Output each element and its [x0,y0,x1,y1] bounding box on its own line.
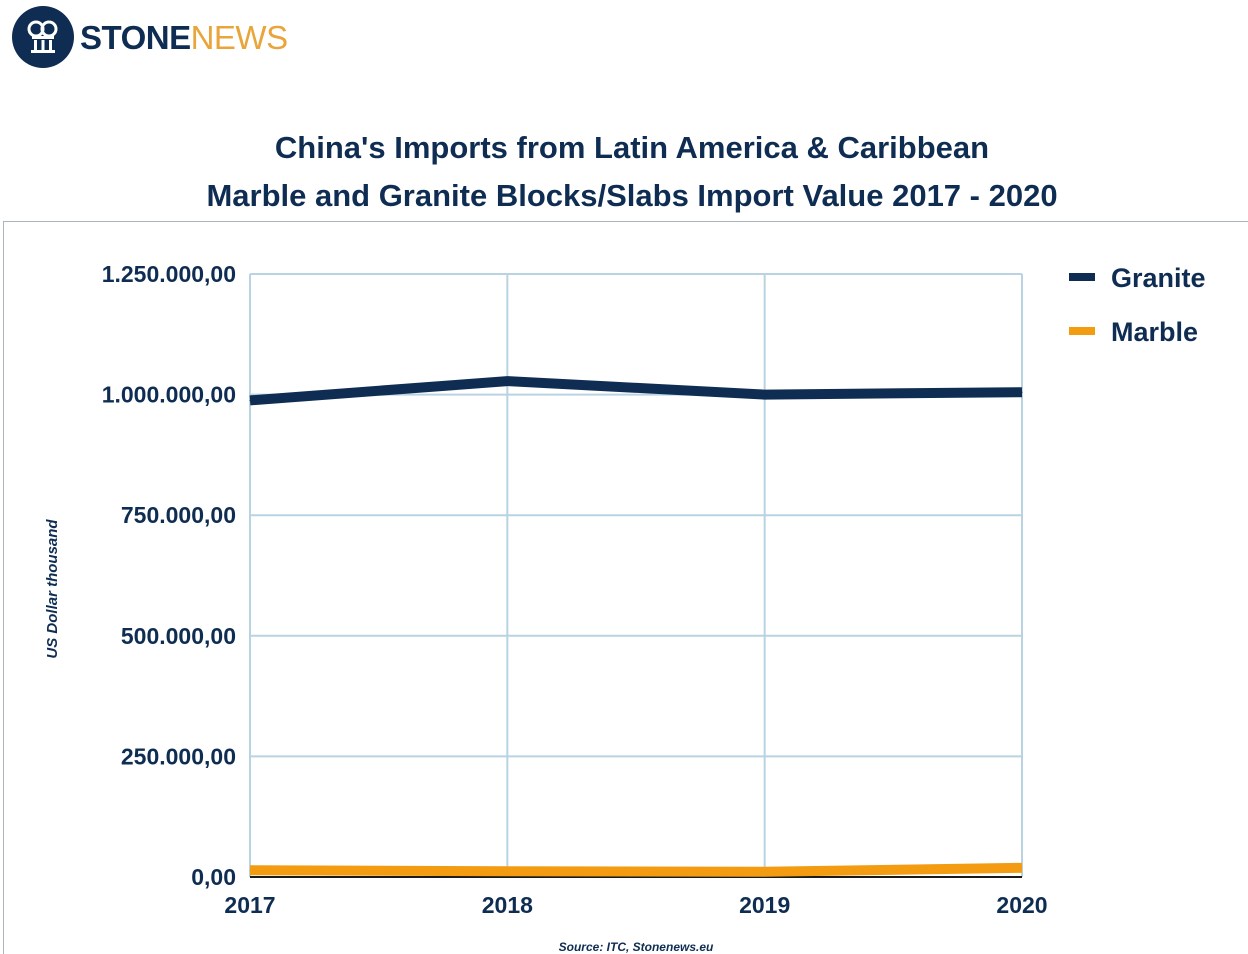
data-point-granite [249,399,251,401]
legend: Granite Marble [1069,263,1206,347]
series-line-granite [249,376,1023,406]
brand-wordmark: STONENEWS [80,21,288,54]
grid-lines [249,273,1023,878]
stonenews-logo: STONENEWS [12,6,288,68]
legend-swatch-marble [1069,327,1095,335]
x-tick-label: 2019 [739,892,790,918]
y-axis-ticks: 0,00 250.000,00 500.000,00 750.000,00 1.000.… [102,261,236,890]
column-logo-icon [12,6,74,68]
y-tick-label: 0,00 [191,864,236,890]
y-tick-label: 250.000,00 [121,743,236,769]
legend-label-granite: Granite [1111,263,1206,293]
brand-wordmark-part2: NEWS [190,18,289,56]
data-point-marble [1021,867,1023,869]
y-axis-label: US Dollar thousand [44,519,61,659]
y-tick-label: 750.000,00 [121,502,236,528]
data-point-granite [764,394,766,396]
chart-subtitle: Marble and Granite Blocks/Slabs Import V… [206,178,1058,213]
series-lines [249,376,1023,877]
x-axis-ticks: 2017 2018 2019 2020 [224,892,1047,918]
x-tick-label: 2018 [482,892,533,918]
legend-swatch-granite [1069,273,1095,281]
brand-wordmark-part1: STONE [80,18,191,56]
data-point-marble [764,871,766,873]
data-point-granite [506,380,508,382]
y-tick-label: 500.000,00 [121,623,236,649]
y-tick-label: 1.000.000,00 [102,382,236,408]
x-tick-label: 2017 [224,892,275,918]
series-line-marble [249,862,1023,877]
data-point-marble [249,869,251,871]
data-point-granite [1021,391,1023,393]
data-point-marble [506,870,508,872]
y-tick-label: 1.250.000,00 [102,261,236,287]
source-note: Source: ITC, Stonenews.eu [559,940,714,954]
chart-frame [3,221,1248,954]
x-tick-label: 2020 [996,892,1047,918]
legend-label-marble: Marble [1111,317,1198,347]
chart-title: China's Imports from Latin America & Car… [274,130,990,165]
